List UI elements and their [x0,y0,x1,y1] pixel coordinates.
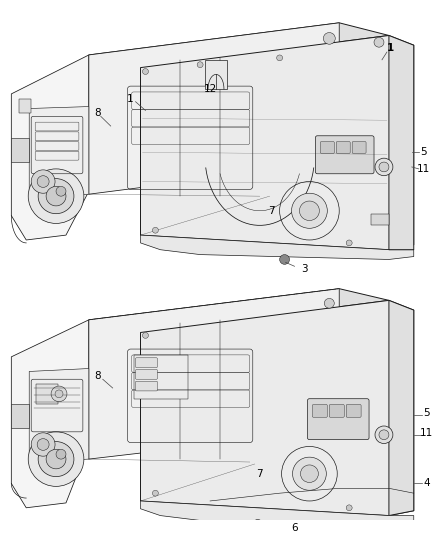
FancyBboxPatch shape [36,384,58,403]
Circle shape [28,169,84,223]
Circle shape [31,170,55,193]
Text: 6: 6 [291,523,298,533]
Circle shape [55,390,63,398]
Circle shape [346,505,352,511]
Circle shape [323,33,335,44]
Text: 8: 8 [95,372,101,381]
FancyBboxPatch shape [135,381,157,391]
FancyBboxPatch shape [307,399,369,440]
Circle shape [31,433,55,456]
FancyBboxPatch shape [336,142,350,154]
Circle shape [142,69,148,75]
Polygon shape [141,235,414,260]
Circle shape [38,441,74,477]
Circle shape [56,187,66,196]
Circle shape [277,55,283,61]
FancyBboxPatch shape [371,214,389,225]
Text: 11: 11 [417,164,430,174]
Polygon shape [141,501,414,524]
Polygon shape [389,301,414,515]
Circle shape [56,449,66,459]
Circle shape [253,520,263,529]
Text: 11: 11 [420,428,433,438]
FancyBboxPatch shape [205,60,227,89]
Polygon shape [141,301,414,515]
Text: 1: 1 [387,43,395,53]
FancyBboxPatch shape [315,136,374,174]
Circle shape [28,432,84,487]
Polygon shape [89,23,339,194]
Circle shape [292,193,327,228]
FancyBboxPatch shape [329,405,344,417]
FancyBboxPatch shape [11,403,29,428]
FancyBboxPatch shape [352,142,366,154]
Circle shape [38,179,74,214]
Polygon shape [89,289,339,459]
FancyBboxPatch shape [19,99,31,114]
Text: 12: 12 [203,84,217,94]
FancyBboxPatch shape [135,369,157,379]
Polygon shape [389,36,414,250]
FancyBboxPatch shape [320,142,334,154]
FancyBboxPatch shape [135,358,157,368]
Circle shape [375,158,393,176]
Text: 1: 1 [127,94,134,104]
FancyBboxPatch shape [346,405,361,417]
Polygon shape [141,36,414,250]
Circle shape [279,255,290,264]
Text: 7: 7 [268,206,275,216]
Circle shape [197,62,203,68]
FancyBboxPatch shape [134,355,188,399]
Circle shape [282,447,337,501]
Circle shape [279,182,339,240]
Circle shape [346,240,352,246]
Circle shape [51,386,67,402]
Polygon shape [89,23,389,68]
Circle shape [379,162,389,172]
Circle shape [374,37,384,47]
Circle shape [375,426,393,443]
Circle shape [300,465,318,482]
Circle shape [46,187,66,206]
Circle shape [37,439,49,450]
Circle shape [300,201,319,221]
Text: 3: 3 [301,264,308,274]
Circle shape [142,333,148,338]
Circle shape [152,490,159,496]
Polygon shape [11,55,89,240]
Circle shape [152,227,159,233]
Circle shape [379,430,389,440]
Polygon shape [89,289,389,333]
Text: 7: 7 [256,469,263,479]
Polygon shape [29,368,89,462]
Circle shape [324,298,334,308]
FancyBboxPatch shape [11,138,29,162]
FancyBboxPatch shape [312,405,327,417]
Text: 8: 8 [95,108,101,118]
Text: 4: 4 [424,479,430,488]
Circle shape [37,176,49,188]
Polygon shape [11,320,89,508]
Circle shape [293,457,326,490]
Text: 5: 5 [424,408,430,418]
Circle shape [46,449,66,469]
Polygon shape [29,107,89,196]
Text: 5: 5 [420,147,427,157]
